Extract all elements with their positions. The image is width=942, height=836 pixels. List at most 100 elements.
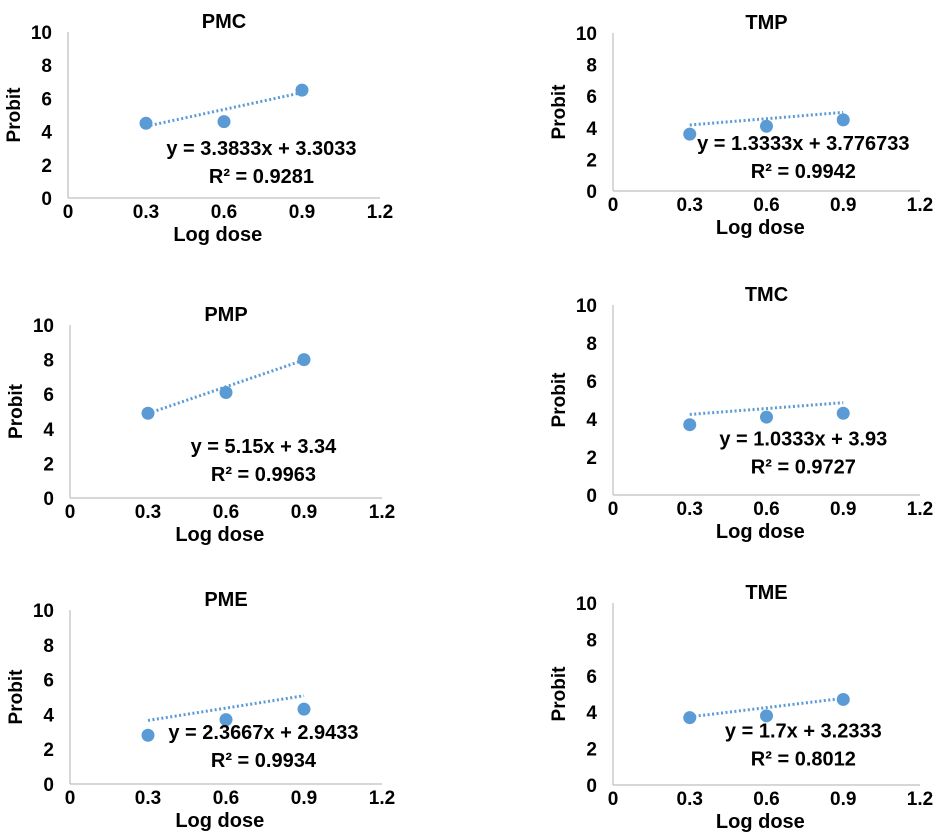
y-tick-label: 0 — [586, 182, 597, 203]
x-tick-label: 0.9 — [830, 499, 856, 520]
y-tick-label: 4 — [43, 420, 54, 441]
x-tick-label: 1.2 — [369, 502, 395, 523]
y-tick-label: 10 — [576, 296, 597, 317]
x-tick-label: 0.3 — [677, 789, 703, 810]
x-axis-label: Log dose — [716, 521, 805, 543]
y-tick-label: 8 — [586, 56, 597, 77]
chart-title: TMC — [745, 284, 788, 306]
chart-title: TMP — [745, 12, 787, 34]
trendline — [689, 401, 844, 416]
x-tick-label: 0.3 — [133, 202, 159, 223]
data-point — [297, 702, 311, 716]
x-tick-label: 0 — [608, 499, 619, 520]
y-tick-label: 2 — [43, 740, 54, 761]
trendline-equation: y = 1.0333x + 3.93 — [719, 429, 887, 451]
y-tick-label: 2 — [586, 740, 597, 761]
x-tick-label: 0.9 — [830, 789, 856, 810]
x-tick-label: 0 — [65, 502, 76, 523]
y-axis-label: Probit — [549, 666, 570, 722]
chart-title: PMC — [202, 11, 246, 33]
r-squared-label: R² = 0.9942 — [751, 161, 856, 183]
x-tick-label: 0.6 — [753, 195, 779, 216]
r-squared-label: R² = 0.9281 — [209, 166, 314, 188]
trendline-equation: y = 1.3333x + 3.776733 — [697, 133, 909, 155]
trendline — [147, 694, 305, 722]
x-tick-label: 0 — [65, 788, 76, 809]
y-tick-label: 8 — [586, 630, 597, 651]
y-tick-label: 8 — [43, 351, 54, 372]
data-point — [760, 709, 773, 723]
data-point — [297, 353, 311, 367]
data-point — [141, 728, 155, 742]
y-tick-label: 2 — [586, 150, 597, 171]
data-point — [683, 127, 697, 141]
x-tick-label: 0.3 — [135, 788, 161, 809]
data-point — [760, 410, 773, 424]
x-tick-label: 0.6 — [753, 789, 779, 810]
y-tick-label: 8 — [586, 334, 597, 355]
y-tick-label: 6 — [586, 667, 597, 688]
x-axis-label: Log dose — [716, 811, 805, 833]
x-tick-label: 1.2 — [907, 195, 933, 216]
y-tick-label: 10 — [31, 23, 52, 44]
r-squared-label: R² = 0.8012 — [751, 749, 856, 771]
x-tick-label: 0.6 — [213, 788, 239, 809]
y-tick-label: 4 — [586, 119, 597, 140]
y-axis-label: Probit — [6, 383, 27, 439]
data-point — [683, 418, 697, 432]
data-point — [139, 116, 153, 130]
y-tick-label: 4 — [41, 123, 52, 144]
x-tick-label: 0.9 — [830, 195, 856, 216]
y-tick-label: 6 — [43, 671, 54, 692]
y-tick-label: 0 — [43, 775, 54, 796]
y-axis-label: Probit — [549, 372, 570, 428]
trendline-equation: y = 5.15x + 3.34 — [191, 436, 338, 458]
x-tick-label: 1.2 — [369, 788, 395, 809]
data-point — [219, 385, 233, 399]
data-point — [836, 113, 850, 127]
trendline — [689, 696, 844, 719]
x-tick-label: 1.2 — [367, 202, 393, 223]
y-tick-label: 8 — [43, 636, 54, 657]
y-tick-label: 10 — [576, 594, 597, 615]
x-tick-label: 0.3 — [677, 195, 703, 216]
x-tick-label: 1.2 — [907, 499, 933, 520]
y-tick-label: 2 — [41, 156, 52, 177]
x-tick-label: 0.9 — [289, 202, 315, 223]
y-axis-label: Probit — [4, 87, 25, 143]
y-tick-label: 2 — [43, 454, 54, 475]
y-tick-label: 10 — [33, 316, 54, 337]
x-tick-label: 1.2 — [907, 789, 933, 810]
y-tick-label: 4 — [586, 410, 597, 431]
y-tick-label: 4 — [586, 703, 597, 724]
trendline-equation: y = 2.3667x + 2.9433 — [168, 722, 358, 744]
chart-panel-pme: 0 2 4 6 8 10 0 0.3 0.6 0.9 1.2 PME Log dose Probit y =… — [6, 589, 395, 832]
trendline-equation: y = 1.7x + 3.2333 — [725, 721, 882, 743]
data-point — [683, 711, 697, 725]
chart-title: PME — [204, 589, 247, 611]
y-tick-label: 8 — [41, 56, 52, 77]
y-tick-label: 6 — [586, 87, 597, 108]
chart-title: PMP — [204, 304, 247, 326]
data-point — [836, 692, 850, 706]
y-axis-label: Probit — [549, 84, 570, 140]
y-tick-label: 6 — [586, 372, 597, 393]
x-axis-label: Log dose — [173, 224, 262, 246]
y-tick-label: 0 — [43, 489, 54, 510]
x-tick-label: 0 — [608, 195, 619, 216]
y-axis-label: Probit — [6, 669, 27, 725]
r-squared-label: R² = 0.9727 — [751, 457, 856, 479]
x-tick-label: 0 — [608, 789, 619, 810]
y-tick-label: 0 — [41, 189, 52, 210]
chart-title: TME — [745, 582, 787, 604]
data-point — [295, 83, 309, 97]
x-tick-label: 0.6 — [213, 502, 239, 523]
x-axis-label: Log dose — [175, 524, 264, 546]
x-tick-label: 0 — [63, 202, 74, 223]
x-tick-label: 0.3 — [677, 499, 703, 520]
data-point — [836, 406, 850, 420]
y-tick-label: 6 — [43, 385, 54, 406]
x-tick-label: 0.6 — [211, 202, 237, 223]
trendline-equation: y = 3.3833x + 3.3033 — [166, 138, 356, 160]
